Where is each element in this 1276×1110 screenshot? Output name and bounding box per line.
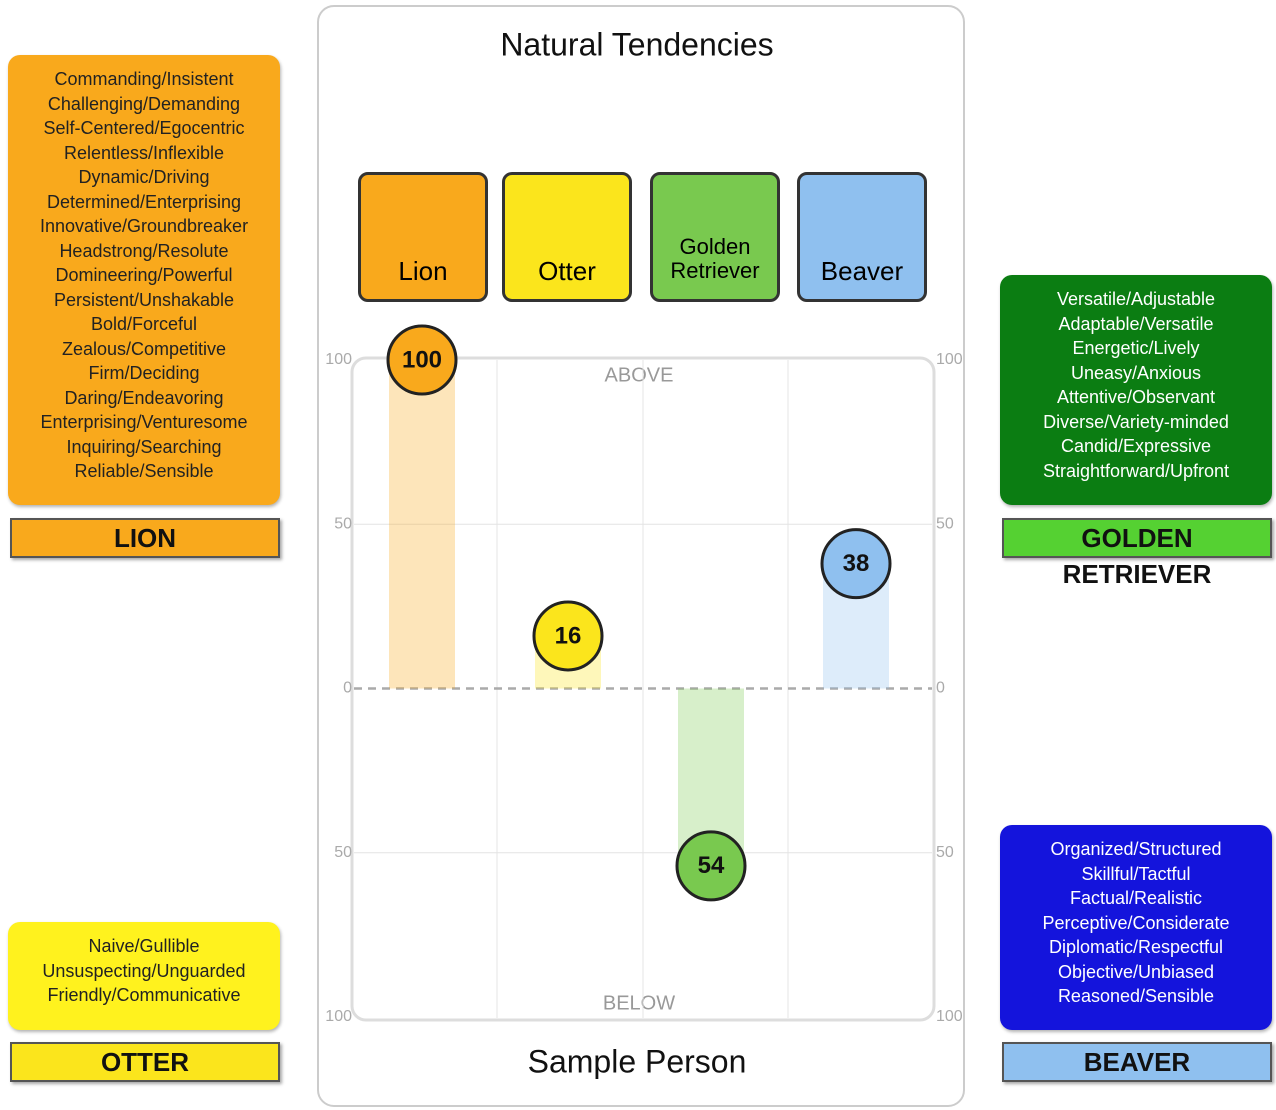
trait: Domineering/Powerful <box>55 265 233 285</box>
plot-area <box>350 356 936 1022</box>
trait: Inquiring/Searching <box>66 436 222 457</box>
trait: Friendly/Communicative <box>47 985 241 1005</box>
trait: Zealous/Competitive <box>61 338 227 359</box>
type-label: LION <box>10 518 280 558</box>
y-tick-label: 100 <box>325 1008 352 1025</box>
y-tick-label: 0 <box>343 680 352 697</box>
y-tick-label: 0 <box>936 680 945 697</box>
data-label: 100 <box>402 346 442 373</box>
category-card: Beaver <box>797 172 927 302</box>
trait: Factual/Realistic <box>1069 888 1203 908</box>
trait: Diplomatic/Respectful <box>1048 937 1224 957</box>
y-tick-label: 100 <box>325 351 352 368</box>
trait: Reliable/Sensible <box>74 461 214 481</box>
data-label: 16 <box>555 622 582 649</box>
trait: Self-Centered/Egocentric <box>43 118 245 138</box>
trait: Daring/Endeavoring <box>64 387 224 408</box>
trait: Straightforward/Upfront <box>1042 460 1230 481</box>
trait: Versatile/Adjustable <box>1056 289 1216 309</box>
trait: Objective/Unbiased <box>1057 961 1215 982</box>
data-label: 54 <box>698 852 725 879</box>
y-tick-label: 100 <box>936 1008 963 1025</box>
y-tick-label: 50 <box>936 844 954 861</box>
value-marker <box>820 528 892 600</box>
trait: Relentless/Inflexible <box>63 142 225 163</box>
trait: Energetic/Lively <box>1072 338 1200 358</box>
trait: Reasoned/Sensible <box>1057 986 1215 1006</box>
category-card: Otter <box>502 172 632 302</box>
trait: Firm/Deciding <box>88 363 200 383</box>
trait: Naive/Gullible <box>88 936 200 956</box>
trait: Skillful/Tactful <box>1081 863 1191 884</box>
value-marker <box>675 830 747 902</box>
trait: Diverse/Variety-minded <box>1043 411 1229 432</box>
type-label: GOLDEN RETRIEVER <box>1002 518 1272 589</box>
trait: Attentive/Observant <box>1056 387 1216 407</box>
trait: Unsuspecting/Unguarded <box>42 960 246 981</box>
trait-box: Commanding/Insistent Challenging/Demandin… <box>8 55 280 505</box>
trait-box: Organized/Structured Skillful/Tactful Fact… <box>1000 825 1272 1030</box>
trait: Adaptable/Versatile <box>1058 313 1214 334</box>
value-marker <box>386 324 458 396</box>
annotation: ABOVE <box>605 364 674 386</box>
chart-subtitle: Sample Person <box>528 1043 747 1079</box>
trait: Enterprising/Venturesome <box>40 412 248 432</box>
trait: Headstrong/Resolute <box>59 240 229 261</box>
chart-title: Natural Tendencies <box>500 26 773 62</box>
bar <box>389 360 455 689</box>
trait: Dynamic/Driving <box>78 167 210 187</box>
trait: Determined/Enterprising <box>46 191 242 212</box>
trait-box: Naive/Gullible Unsuspecting/Unguarded Frie… <box>8 922 280 1030</box>
trait: Persistent/Unshakable <box>53 289 235 310</box>
type-label: BEAVER <box>1002 1042 1272 1082</box>
y-tick-label: 50 <box>334 844 352 861</box>
trait: Challenging/Demanding <box>47 93 241 114</box>
trait: Organized/Structured <box>1050 839 1222 859</box>
y-tick-label: 100 <box>936 351 963 368</box>
trait: Bold/Forceful <box>90 314 198 334</box>
trait: Perceptive/Considerate <box>1042 912 1230 933</box>
trait: Candid/Expressive <box>1060 436 1212 456</box>
trait: Innovative/Groundbreaker <box>39 216 249 236</box>
trait-box: Versatile/Adjustable Adaptable/Versatile E… <box>1000 275 1272 505</box>
trait: Commanding/Insistent <box>54 69 234 89</box>
y-tick-label: 50 <box>334 515 352 532</box>
trait: Uneasy/Anxious <box>1070 362 1202 383</box>
annotation: BELOW <box>603 992 675 1014</box>
type-label: OTTER <box>10 1042 280 1082</box>
value-marker <box>532 600 604 672</box>
category-card: Lion <box>358 172 488 302</box>
y-tick-label: 50 <box>936 515 954 532</box>
category-card: Golden Retriever <box>650 172 780 302</box>
data-label: 38 <box>843 550 870 577</box>
